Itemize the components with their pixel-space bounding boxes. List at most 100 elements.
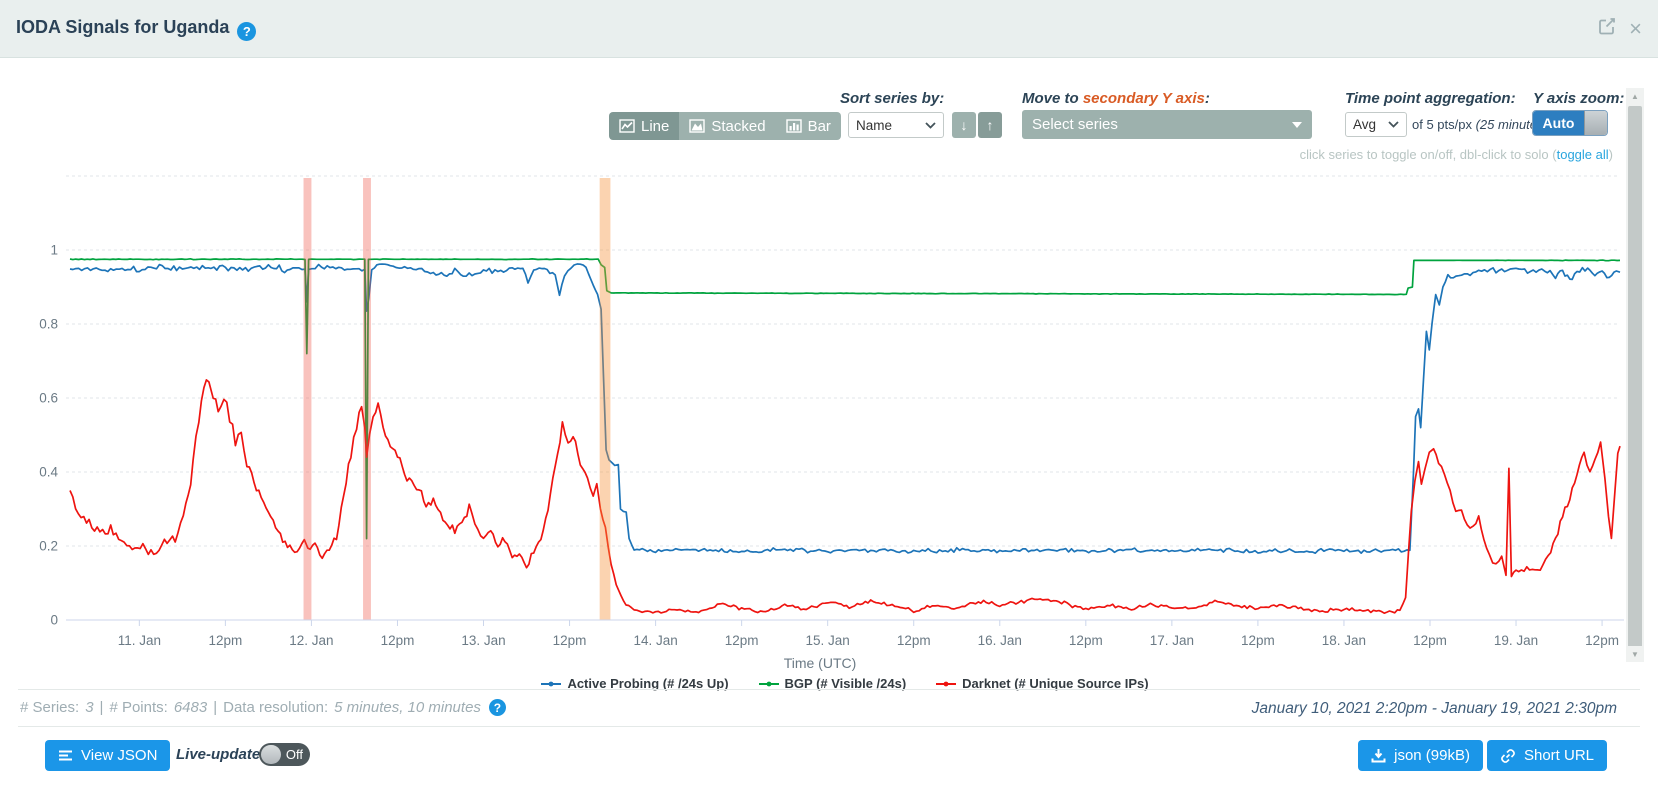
bar-chart-icon: [785, 119, 802, 133]
x-axis-tick-label: 12. Jan: [289, 633, 333, 648]
x-axis-tick-label: 12pm: [208, 633, 242, 648]
toggle-knob: [1584, 111, 1607, 135]
x-axis-tick-label: 12pm: [553, 633, 587, 648]
series-count-label: # Series:: [20, 699, 80, 716]
divider: [18, 689, 1640, 690]
x-axis-tick-label: 11. Jan: [118, 633, 161, 648]
aggregation-value: Avg: [1353, 117, 1377, 132]
chart-type-stacked-button[interactable]: Stacked: [679, 112, 776, 140]
view-json-button[interactable]: View JSON: [45, 740, 171, 771]
timeseries-chart[interactable]: 0 0.2 0.4 0.6 0.8 1 11. Jan 12pm 12. Jan 12pm 13. …: [0, 165, 1658, 675]
x-axis-tick-label: 14. Jan: [633, 633, 677, 648]
chart-stats: # Series: 3 | # Points: 6483 | Data reso…: [20, 699, 506, 716]
yaxis-zoom-label: Y axis zoom:: [1533, 90, 1625, 107]
vertical-scrollbar[interactable]: ▲ ▼: [1626, 88, 1644, 662]
legend-item-2[interactable]: Darknet (# Unique Source IPs): [936, 676, 1149, 691]
event-band-0[interactable]: [303, 178, 312, 620]
short-url-button[interactable]: Short URL: [1486, 740, 1607, 771]
aggregation-suffix-plain: of 5 pts/px: [1412, 117, 1476, 132]
x-axis-tick-label: 19. Jan: [1494, 633, 1538, 648]
series-line-2[interactable]: [69, 379, 1621, 615]
chart-legend: Active Probing (# /24s Up) BGP (# Visible…: [70, 676, 1620, 691]
chart-type-bar-button[interactable]: Bar: [775, 112, 841, 140]
legend-marker: [541, 681, 562, 686]
legend-label: Active Probing (# /24s Up): [567, 676, 729, 691]
y-axis-tick-label: 0.6: [39, 391, 58, 406]
y-axis-tick-label: 1: [50, 243, 58, 258]
data-resolution-value: 5 minutes, 10 minutes: [334, 699, 481, 716]
separator: |: [213, 699, 218, 716]
view-json-label: View JSON: [81, 747, 158, 764]
sort-series-select[interactable]: Name: [848, 112, 944, 138]
area-chart-icon: [689, 119, 706, 133]
legend-hint: click series to toggle on/off, dbl-click…: [1300, 147, 1613, 162]
short-url-label: Short URL: [1523, 747, 1594, 764]
date-range: January 10, 2021 2:20pm - January 19, 20…: [1251, 700, 1617, 717]
divider: [18, 726, 1640, 727]
x-axis-tick-label: 12pm: [1585, 633, 1619, 648]
select-series-dropdown[interactable]: Select series: [1022, 110, 1312, 139]
x-axis-tick-label: 15. Jan: [806, 633, 850, 648]
list-icon: [59, 750, 72, 761]
y-axis-tick-label: 0: [50, 613, 58, 628]
scroll-up-icon[interactable]: ▲: [1626, 88, 1644, 104]
y-axis-tick-label: 0.2: [39, 539, 58, 554]
download-json-button[interactable]: json (99kB): [1358, 740, 1483, 771]
x-axis-tick-label: 12pm: [725, 633, 759, 648]
separator: |: [99, 699, 104, 716]
line-chart-icon: [619, 119, 635, 133]
chevron-down-icon: [1292, 121, 1302, 128]
link-icon: [1501, 748, 1515, 763]
y-axis-tick-label: 0.4: [39, 465, 58, 480]
toggle-knob: [261, 745, 281, 764]
yaxis-zoom-toggle[interactable]: Auto: [1532, 110, 1608, 136]
points-count-value: 6483: [173, 699, 208, 716]
legend-item-0[interactable]: Active Probing (# /24s Up): [541, 676, 729, 691]
event-band-2[interactable]: [599, 178, 611, 620]
chart-type-switch: Line Stacked Bar: [609, 112, 841, 140]
download-icon: [1371, 749, 1386, 763]
legend-marker: [936, 681, 957, 686]
secondary-axis-label-prefix: Move to: [1022, 90, 1083, 107]
y-axis-tick-label: 0.8: [39, 317, 58, 332]
x-axis-tick-label: 12pm: [1413, 633, 1447, 648]
live-update-state: Off: [285, 747, 303, 762]
toggle-all-link[interactable]: toggle all: [1556, 147, 1609, 162]
close-icon[interactable]: ×: [1629, 15, 1642, 41]
aggregation-select[interactable]: Avg: [1345, 112, 1407, 137]
live-update-toggle[interactable]: Off: [259, 743, 310, 766]
legend-label: Darknet (# Unique Source IPs): [962, 676, 1149, 691]
stats-help-icon[interactable]: ?: [488, 699, 506, 716]
aggregation-suffix-italic: (25 minutes): [1475, 117, 1548, 132]
chevron-down-icon: [925, 121, 936, 129]
chart-type-bar-label: Bar: [807, 117, 831, 135]
title-help-icon[interactable]: ?: [237, 22, 257, 41]
sort-ascending-button[interactable]: ↑: [978, 112, 1002, 138]
legend-marker: [758, 681, 779, 686]
panel-header: [0, 0, 1658, 58]
download-json-label: json (99kB): [1394, 747, 1470, 764]
x-axis-title: Time (UTC): [784, 655, 857, 671]
chart-type-line-button[interactable]: Line: [609, 112, 680, 140]
x-axis-tick-label: 12pm: [897, 633, 931, 648]
legend-item-1[interactable]: BGP (# Visible /24s): [758, 676, 906, 691]
chart-type-line-label: Line: [641, 117, 670, 135]
data-resolution-label: Data resolution:: [223, 699, 329, 716]
event-band-1[interactable]: [363, 178, 371, 620]
legend-hint-suffix: ): [1608, 147, 1613, 162]
secondary-axis-label: Move to secondary Y axis:: [1022, 90, 1210, 107]
edit-icon[interactable]: [1597, 16, 1617, 41]
sort-series-value: Name: [856, 117, 893, 133]
aggregation-suffix: of 5 pts/px (25 minutes): [1412, 117, 1548, 132]
series-line-1[interactable]: [69, 257, 1621, 540]
x-axis-tick-label: 12pm: [1069, 633, 1103, 648]
x-axis-tick-label: 16. Jan: [978, 633, 1022, 648]
scrollbar-thumb[interactable]: [1628, 106, 1642, 662]
aggregation-label: Time point aggregation:: [1345, 90, 1516, 107]
x-axis-tick-label: 12pm: [381, 633, 415, 648]
series-line-0[interactable]: [69, 263, 1621, 555]
page-title: IODA Signals for Uganda?: [16, 17, 257, 41]
sort-descending-button[interactable]: ↓: [952, 112, 976, 138]
scroll-down-icon[interactable]: ▼: [1626, 646, 1644, 662]
sort-series-label: Sort series by:: [840, 90, 945, 107]
